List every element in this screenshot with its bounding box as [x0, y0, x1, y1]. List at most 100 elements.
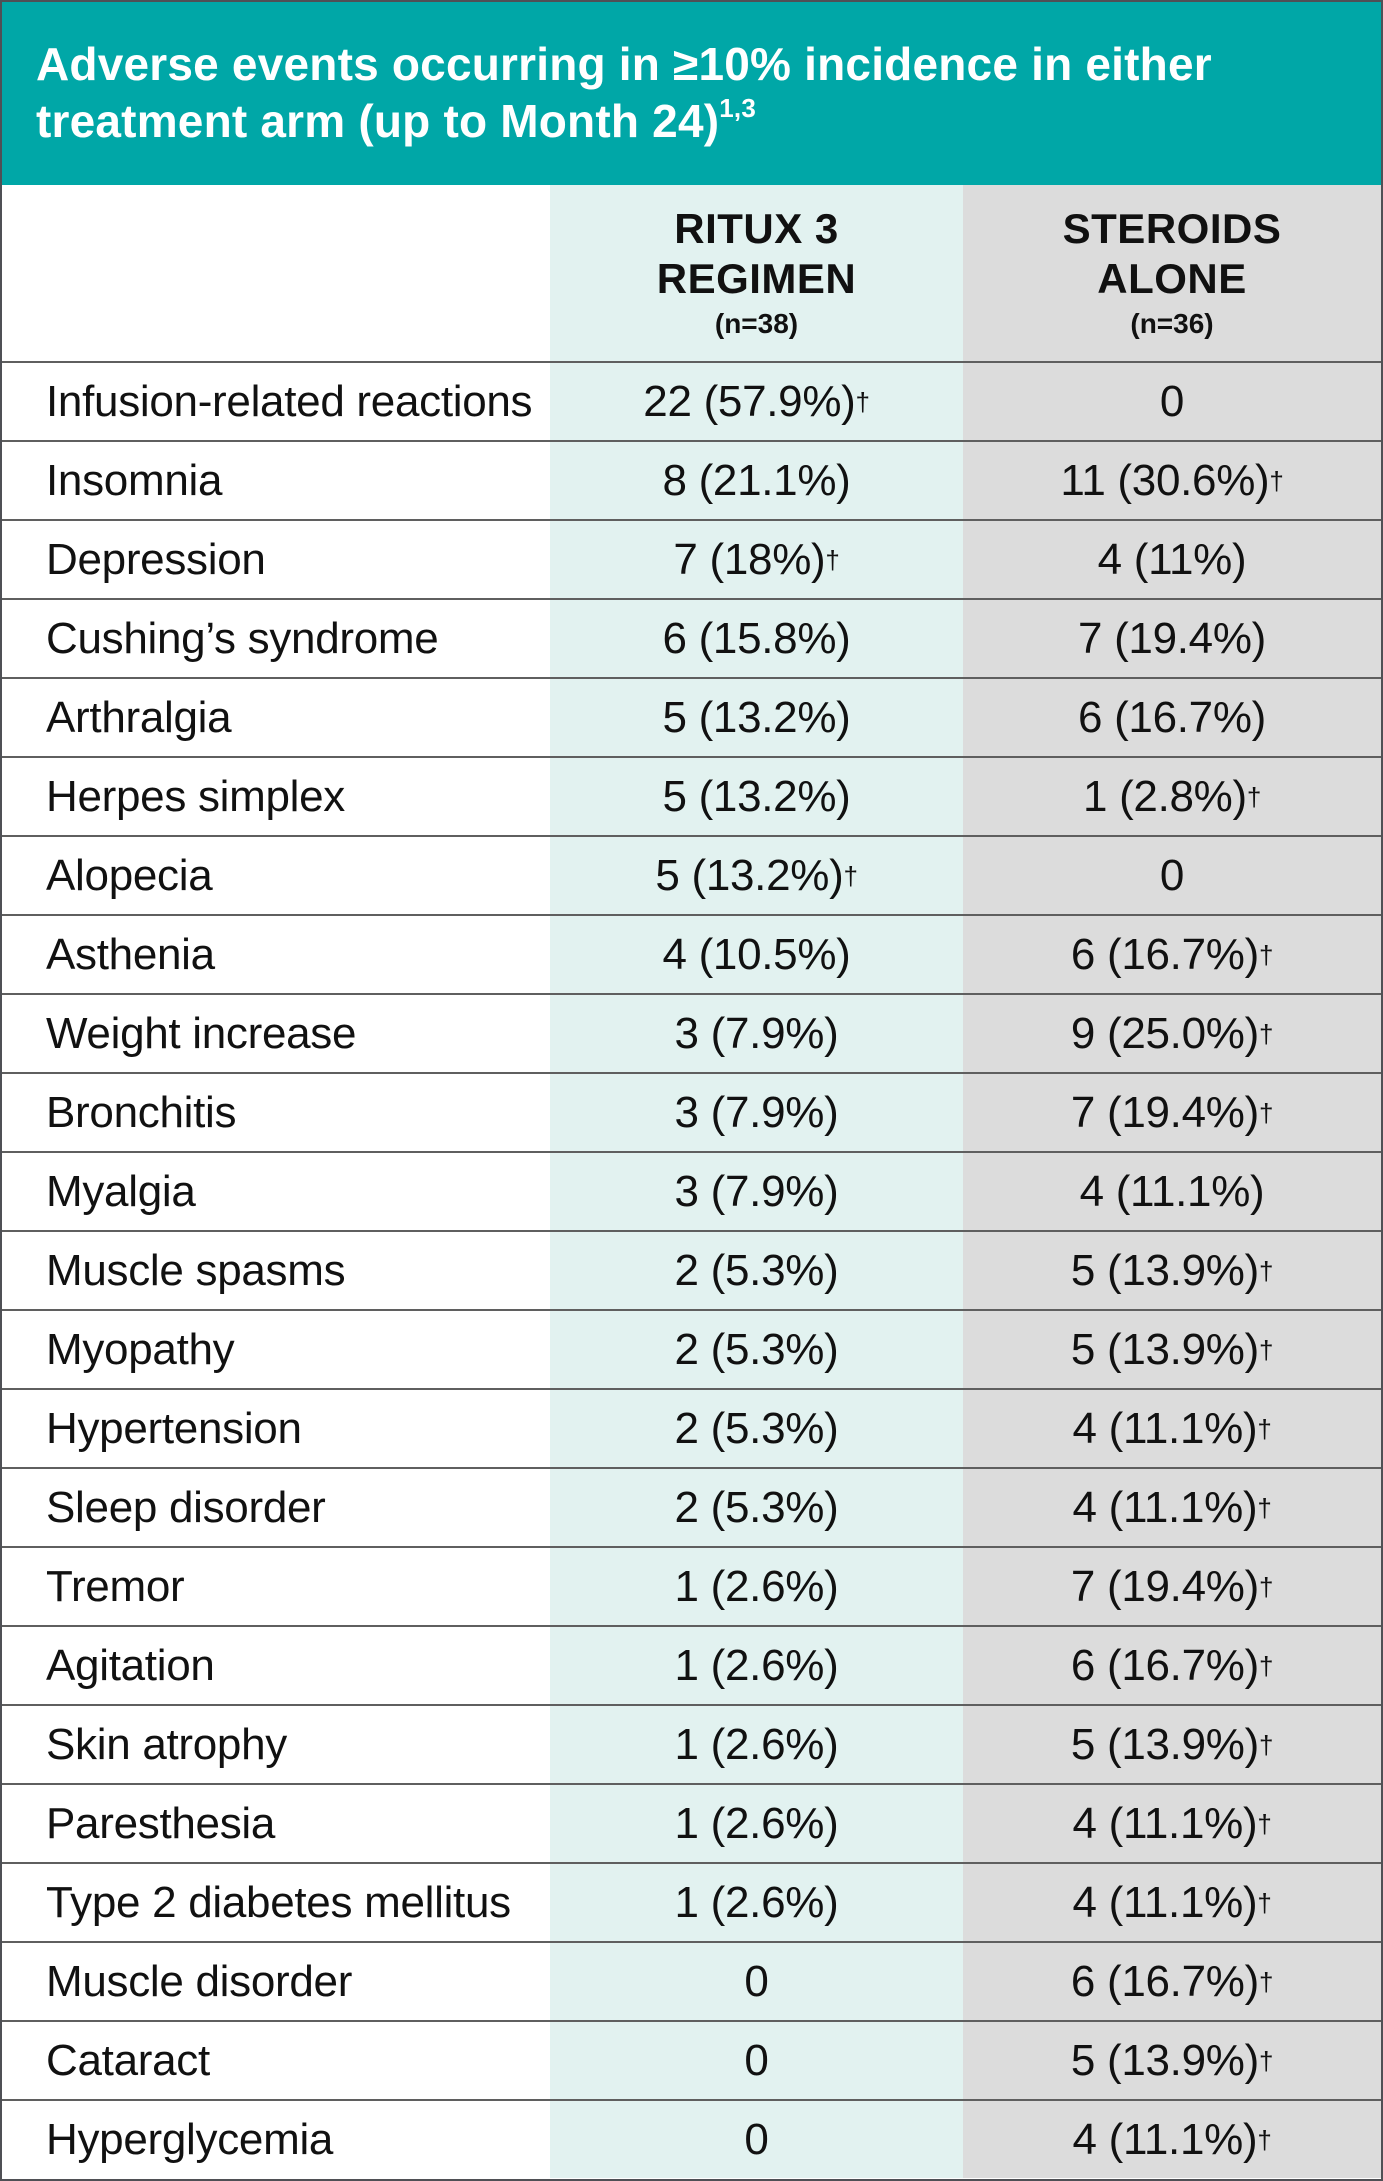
event-name: Hypertension: [46, 1403, 302, 1453]
column-header-steroids: STEROIDS ALONE (n=36): [963, 185, 1381, 361]
event-name-cell: Alopecia: [2, 837, 550, 914]
table-row: Infusion-related reactions 22 (57.9%) † 0: [2, 361, 1381, 440]
steroids-header-line2: ALONE: [1097, 255, 1247, 302]
steroids-value: 0: [1159, 850, 1185, 900]
table-row: Arthralgia 5 (13.2%) 6 (16.7%): [2, 677, 1381, 756]
event-name-cell: Myalgia: [2, 1153, 550, 1230]
steroids-value: 5 (13.9%): [1070, 2035, 1259, 2085]
event-name-cell: Arthralgia: [2, 679, 550, 756]
table-row: Myalgia 3 (7.9%) 4 (11.1%): [2, 1151, 1381, 1230]
ritux-value-cell: 3 (7.9%): [550, 1074, 963, 1151]
ritux-value-cell: 1 (2.6%): [550, 1548, 963, 1625]
steroids-value: 4 (11.1%): [1072, 1403, 1258, 1453]
event-name: Cushing’s syndrome: [46, 613, 439, 663]
table-row: Hyperglycemia 0 4 (11.1%) †: [2, 2099, 1381, 2178]
event-name: Insomnia: [46, 455, 223, 505]
steroids-value-cell: 7 (19.4%): [963, 600, 1381, 677]
steroids-value-cell: 5 (13.9%) †: [963, 1232, 1381, 1309]
event-name: Muscle disorder: [46, 1956, 353, 2006]
steroids-sample-size: (n=36): [1130, 308, 1214, 339]
steroids-value: 5 (13.9%): [1070, 1245, 1259, 1295]
ritux-value-cell: 3 (7.9%): [550, 995, 963, 1072]
ritux-value-cell: 5 (13.2%) †: [550, 837, 963, 914]
steroids-value: 6 (16.7%): [1077, 692, 1267, 742]
event-name: Depression: [46, 534, 266, 584]
ritux-value: 6 (15.8%): [662, 613, 851, 663]
event-name: Infusion-related reactions: [46, 376, 533, 426]
steroids-value: 5 (13.9%): [1070, 1719, 1259, 1769]
steroids-value-cell: 4 (11.1%) †: [963, 1785, 1381, 1862]
ritux-value-cell: 22 (57.9%) †: [550, 363, 963, 440]
event-name-cell: Bronchitis: [2, 1074, 550, 1151]
event-name-cell: Hyperglycemia: [2, 2101, 550, 2178]
event-name: Skin atrophy: [46, 1719, 287, 1769]
steroids-value: 7 (19.4%): [1070, 1561, 1259, 1611]
ritux-value-cell: 4 (10.5%): [550, 916, 963, 993]
ritux-value: 1 (2.6%): [674, 1719, 839, 1769]
event-name-cell: Weight increase: [2, 995, 550, 1072]
ritux-value-cell: 6 (15.8%): [550, 600, 963, 677]
title-text: Adverse events occurring in ≥10% inciden…: [36, 38, 1212, 147]
ritux-value-cell: 0: [550, 1943, 963, 2020]
steroids-value: 4 (11.1%): [1072, 1877, 1258, 1927]
event-name-cell: Herpes simplex: [2, 758, 550, 835]
table-row: Herpes simplex 5 (13.2%) 1 (2.8%) †: [2, 756, 1381, 835]
ritux-value: 5 (13.2%): [655, 850, 844, 900]
event-name-cell: Tremor: [2, 1548, 550, 1625]
event-name: Muscle spasms: [46, 1245, 346, 1295]
steroids-value: 4 (11.1%): [1079, 1166, 1265, 1216]
ritux-value-cell: 0: [550, 2022, 963, 2099]
steroids-value-cell: 4 (11.1%) †: [963, 1469, 1381, 1546]
steroids-value-cell: 6 (16.7%): [963, 679, 1381, 756]
steroids-value: 6 (16.7%): [1070, 929, 1259, 979]
event-name: Type 2 diabetes mellitus: [46, 1877, 511, 1927]
steroids-value: 6 (16.7%): [1070, 1640, 1259, 1690]
ritux-value: 2 (5.3%): [674, 1403, 839, 1453]
event-name-cell: Infusion-related reactions: [2, 363, 550, 440]
ritux-header-line1: RITUX 3: [674, 205, 839, 252]
ritux-value: 7 (18%): [673, 534, 826, 584]
ritux-value-cell: 2 (5.3%): [550, 1311, 963, 1388]
ritux-value: 22 (57.9%): [643, 376, 856, 426]
ritux-value: 8 (21.1%): [662, 455, 851, 505]
event-name-cell: Skin atrophy: [2, 1706, 550, 1783]
table-row: Asthenia 4 (10.5%) 6 (16.7%) †: [2, 914, 1381, 993]
event-name-cell: Cataract: [2, 2022, 550, 2099]
title-bar: Adverse events occurring in ≥10% inciden…: [2, 2, 1381, 185]
ritux-value: 2 (5.3%): [674, 1245, 839, 1295]
ritux-value: 0: [744, 2114, 769, 2164]
event-name: Sleep disorder: [46, 1482, 326, 1532]
steroids-value: 4 (11%): [1097, 534, 1247, 584]
table-row: Insomnia 8 (21.1%) 11 (30.6%) †: [2, 440, 1381, 519]
steroids-value-cell: 4 (11.1%) †: [963, 2101, 1381, 2178]
ritux-value-cell: 1 (2.6%): [550, 1627, 963, 1704]
ritux-value: 5 (13.2%): [662, 692, 851, 742]
ritux-value: 1 (2.6%): [674, 1798, 839, 1848]
steroids-value: 5 (13.9%): [1070, 1324, 1259, 1374]
table-row: Muscle disorder 0 6 (16.7%) †: [2, 1941, 1381, 2020]
event-name-cell: Agitation: [2, 1627, 550, 1704]
event-name: Bronchitis: [46, 1087, 237, 1137]
event-name-cell: Cushing’s syndrome: [2, 600, 550, 677]
event-name-cell: Asthenia: [2, 916, 550, 993]
event-name-cell: Hypertension: [2, 1390, 550, 1467]
steroids-value: 6 (16.7%): [1070, 1956, 1259, 2006]
table-row: Paresthesia 1 (2.6%) 4 (11.1%) †: [2, 1783, 1381, 1862]
ritux-value: 0: [744, 2035, 769, 2085]
ritux-value-cell: 5 (13.2%): [550, 679, 963, 756]
page-title: Adverse events occurring in ≥10% inciden…: [36, 36, 1341, 150]
ritux-value: 3 (7.9%): [674, 1166, 839, 1216]
event-name: Asthenia: [46, 929, 215, 979]
event-name: Myopathy: [46, 1324, 235, 1374]
ritux-value-cell: 1 (2.6%): [550, 1706, 963, 1783]
ritux-value: 3 (7.9%): [674, 1087, 839, 1137]
ritux-value-cell: 2 (5.3%): [550, 1469, 963, 1546]
steroids-value: 4 (11.1%): [1072, 2114, 1258, 2164]
steroids-value-cell: 5 (13.9%) †: [963, 2022, 1381, 2099]
event-name-cell: Muscle spasms: [2, 1232, 550, 1309]
event-name: Paresthesia: [46, 1798, 276, 1848]
ritux-value: 2 (5.3%): [674, 1324, 839, 1374]
header-corner-cell: [2, 185, 550, 361]
table-row: Bronchitis 3 (7.9%) 7 (19.4%) †: [2, 1072, 1381, 1151]
